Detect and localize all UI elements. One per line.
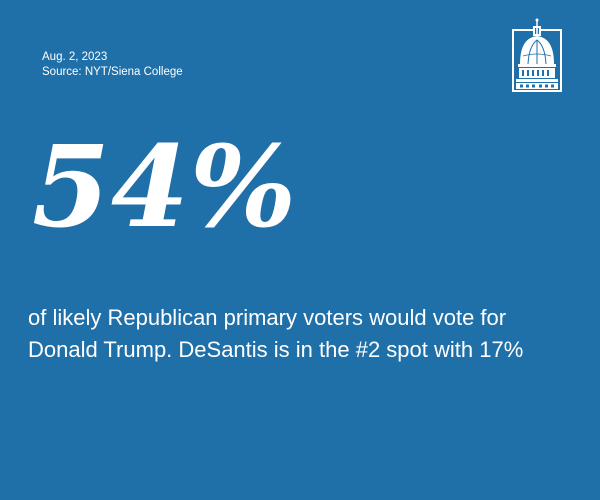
- stat-caption: of likely Republican primary voters woul…: [28, 305, 524, 362]
- meta-block: Aug. 2, 2023 Source: NYT/Siena College: [42, 50, 183, 80]
- capitol-dome-icon: [512, 18, 562, 92]
- source-label: Source: NYT/Siena College: [42, 66, 183, 78]
- date-label: Aug. 2, 2023: [42, 51, 108, 63]
- headline-stat: 54%: [32, 122, 298, 253]
